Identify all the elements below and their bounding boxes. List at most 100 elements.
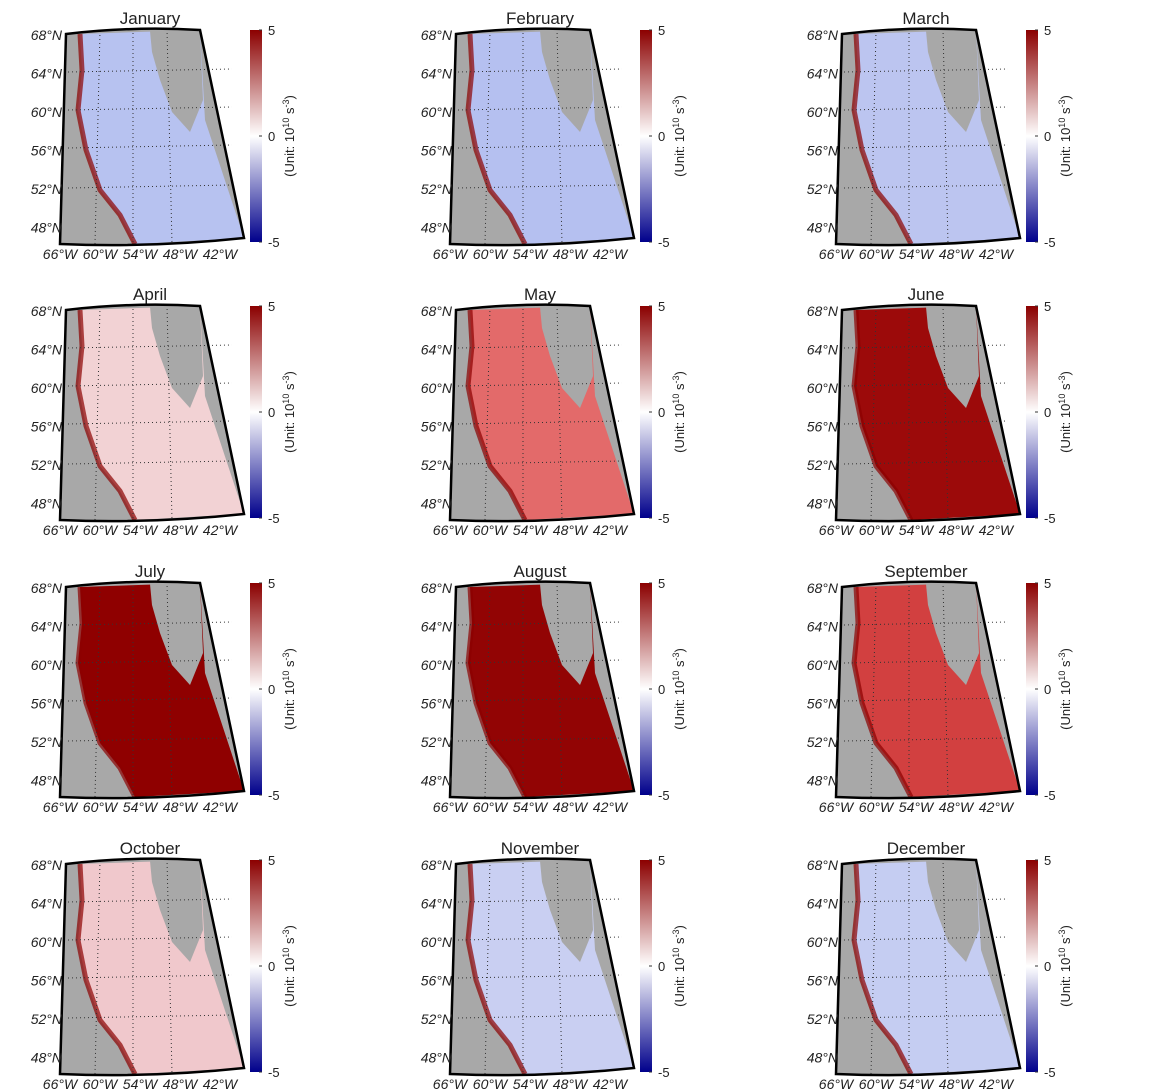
lat-label: 60°N [31,657,63,673]
panel-title: March [902,9,949,28]
panel-title: January [120,9,181,28]
lon-label: 54°W [899,246,935,262]
label-part: (Unit: 10 [672,128,687,177]
lon-label: 42°W [203,246,239,262]
graticule [67,936,233,941]
label-part: -3 [1057,100,1067,108]
lat-label: 60°N [31,380,63,396]
lat-label: 52°N [31,1011,63,1027]
lat-label: 52°N [421,181,453,197]
lat-label: 56°N [807,696,839,712]
lat-label: 52°N [31,457,63,473]
graticule [843,974,1009,979]
label-part: s [282,383,297,394]
lat-label: 64°N [31,619,63,635]
colorbar-tick-label: 0 [268,682,275,697]
lat-label: 48°N [807,496,839,512]
label-part: ) [282,648,297,652]
lon-label: 54°W [123,799,159,815]
greenland [926,30,979,132]
lon-label: 48°W [939,799,975,815]
colorbar-tick-label: -5 [268,1065,280,1080]
sea [78,860,244,1074]
graticule [67,68,233,73]
lat-label: 56°N [807,419,839,435]
label-part: ) [1058,371,1073,375]
label-part: ) [672,648,687,652]
map-frame [834,580,1022,800]
lat-label: 68°N [421,857,453,873]
label-part: 10 [671,948,681,958]
lon-label: 54°W [123,522,159,538]
graticule [457,184,623,189]
map-panel: June 68°N 64°N 60°N 56°N 52°N 48°N 66°W 60°W 54°W… [807,285,1073,538]
map-frame [448,580,636,800]
sea [78,306,244,520]
lon-label: 42°W [593,799,629,815]
south-land [60,496,110,520]
lon-label: 42°W [979,246,1015,262]
label-part: (Unit: 10 [282,404,297,453]
sea [854,30,1020,244]
panel-title: August [514,562,567,581]
lon-label: 60°W [83,522,119,538]
colorbar-tick-label: -5 [1044,235,1056,250]
map-frame [58,27,246,247]
sea [78,30,244,244]
label-part: 10 [1057,671,1067,681]
sea [78,583,244,797]
lat-label: 68°N [31,27,63,43]
colorbar-label: (Unit: 1010 s-3) [1057,371,1073,453]
south-land [60,220,110,244]
colorbar-tick-label: 5 [1044,853,1051,868]
lon-label: 48°W [163,522,199,538]
lon-label: 60°W [859,246,895,262]
colorbar-tick-label: 0 [1044,682,1051,697]
colorbar-label: (Unit: 1010 s-3) [1057,648,1073,730]
sea [468,583,634,797]
lat-label: 68°N [421,303,453,319]
colorbar-tick-label: 5 [268,23,275,38]
label-part: 10 [671,671,681,681]
label-part: ) [282,925,297,929]
graticule [67,621,233,626]
sea [468,30,634,244]
sea-coast [465,33,528,246]
lat-label: 68°N [807,857,839,873]
label-part: s [1058,383,1073,394]
label-part: 10 [1057,948,1067,958]
colorbar-tick-label: 0 [268,129,275,144]
label-part: (Unit: 10 [282,128,297,177]
lat-label: 60°N [31,104,63,120]
graticule [457,621,623,626]
lon-label: 60°W [83,246,119,262]
lat-label: 64°N [807,66,839,82]
lon-label: 42°W [979,799,1015,815]
greenland [540,306,593,408]
graticule [457,898,623,903]
label-part: -3 [671,653,681,661]
lon-label: 54°W [899,522,935,538]
greenland [540,583,593,685]
colorbar-tick-label: -5 [658,235,670,250]
lat-label: 48°N [807,773,839,789]
lat-label: 56°N [421,973,453,989]
colorbar-tick-label: 0 [658,405,665,420]
lat-label: 64°N [31,66,63,82]
lat-label: 64°N [31,342,63,358]
lat-label: 52°N [807,457,839,473]
map-panel: March 68°N 64°N 60°N 56°N 52°N 48°N 66°W 60°W 54°… [807,9,1073,262]
lon-label: 48°W [553,799,589,815]
graticule [843,1014,1009,1019]
map-panel: July 68°N 64°N 60°N 56°N 52°N 48°N 66°W 60°W 54°W… [31,562,297,815]
sea [468,306,634,520]
south-land [836,773,886,797]
label-part: 10 [671,118,681,128]
colorbar-tick-label: 0 [658,129,665,144]
greenland [150,30,203,132]
lon-label: 66°W [43,246,79,262]
lat-label: 56°N [421,696,453,712]
lat-label: 52°N [421,457,453,473]
colorbar [640,860,652,1072]
